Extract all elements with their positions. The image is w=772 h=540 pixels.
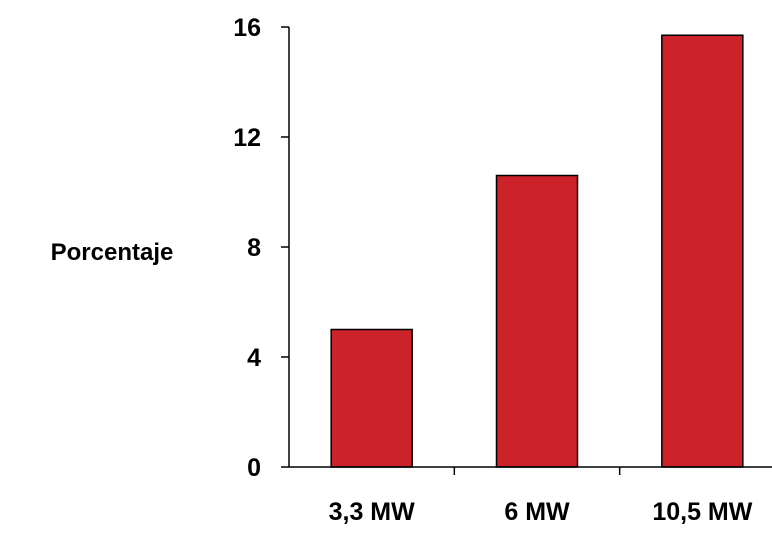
x-tick-label-2: 6 MW: [504, 498, 570, 526]
y-tick-label-2: 4: [247, 344, 261, 372]
bar-3: [661, 34, 744, 468]
x-axis: 3,3 MW 6 MW 10,5 MW: [289, 466, 772, 526]
y-axis-title: Porcentaje: [51, 239, 174, 266]
x-tick-label-3: 10,5 MW: [652, 498, 752, 526]
y-tick-label-4: 12: [233, 124, 261, 152]
bar-2: [495, 174, 579, 468]
y-axis: 0 4 8 12 16: [233, 14, 290, 482]
bars-group: [330, 34, 744, 468]
y-tick-label-1: 0: [247, 454, 261, 482]
bar-1: [330, 328, 413, 468]
y-tick-label-5: 16: [233, 14, 261, 42]
x-tick-label-1: 3,3 MW: [329, 498, 416, 526]
y-tick-label-3: 8: [247, 234, 261, 262]
